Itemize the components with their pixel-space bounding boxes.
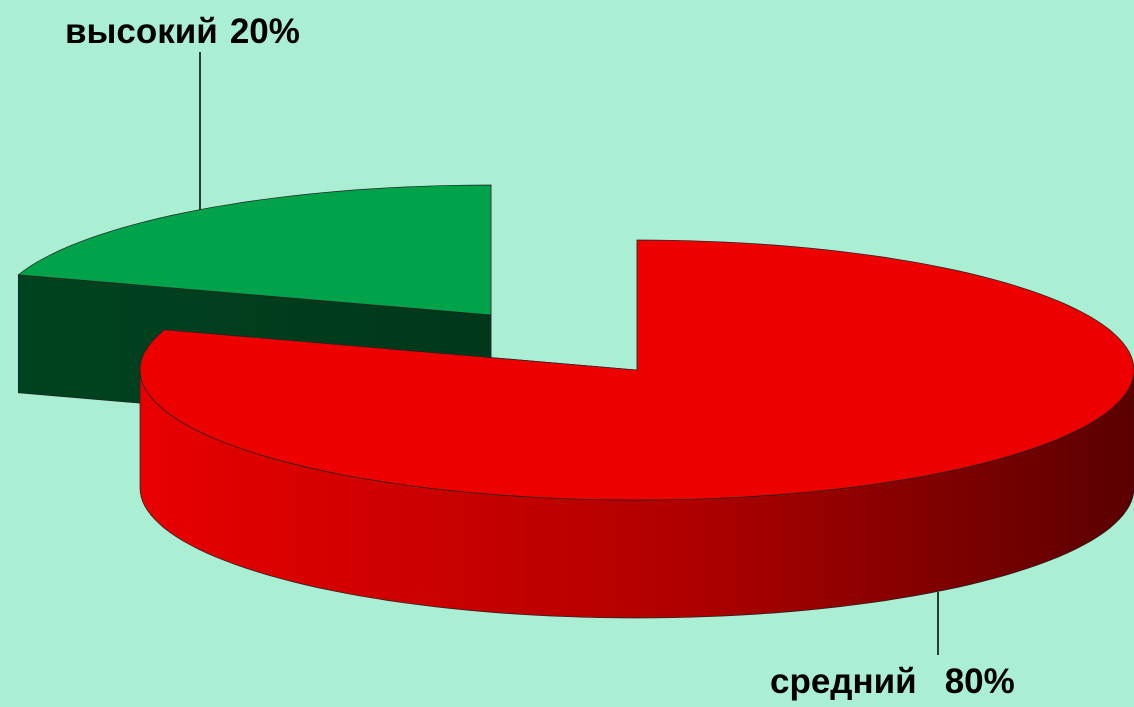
category-label: средний [770,662,917,701]
slice [139,239,1134,619]
data-label: средний 80% [770,662,1015,701]
data-label: высокий 20% [65,12,300,51]
value-label: 80% [945,662,1015,701]
slice-top [17,184,492,316]
value-label: 20% [230,12,300,51]
slice-top [139,239,1134,501]
category-label: высокий [65,12,218,51]
